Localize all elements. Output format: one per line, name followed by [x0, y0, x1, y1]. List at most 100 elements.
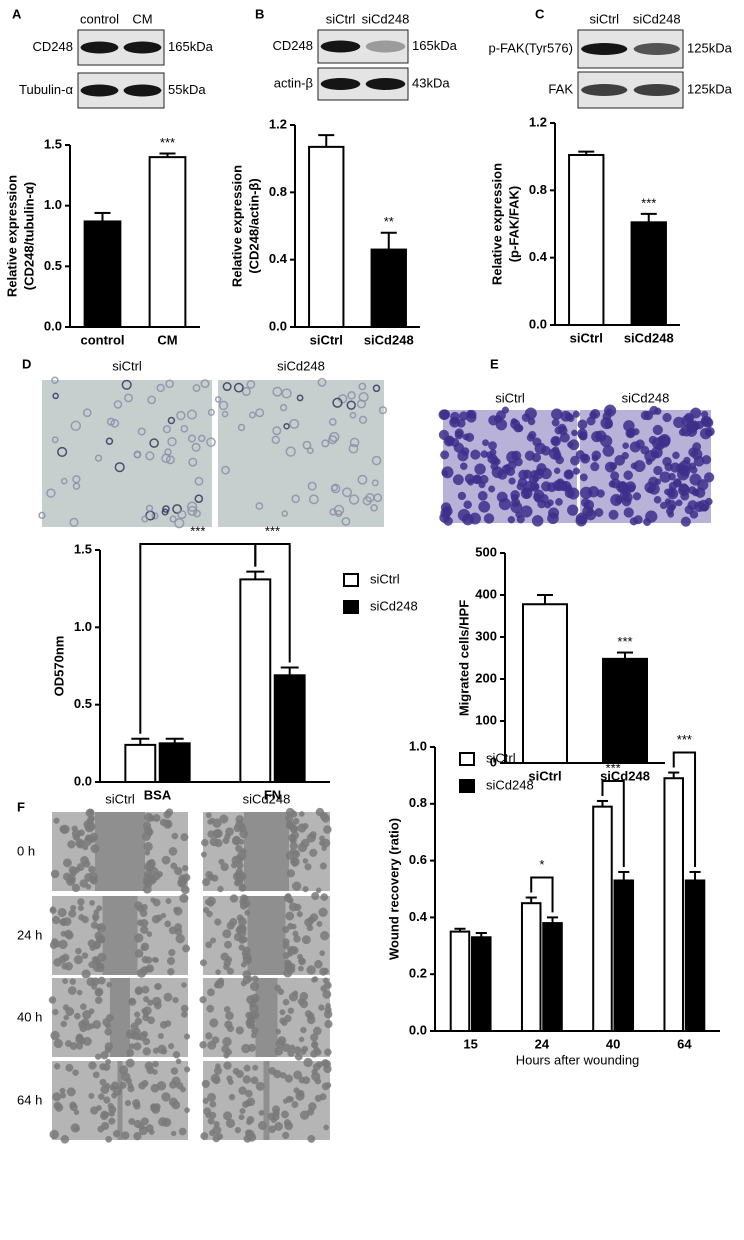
cell — [328, 435, 338, 445]
cell — [57, 446, 68, 457]
cell — [87, 808, 95, 816]
cell — [88, 1061, 97, 1070]
cell — [533, 489, 545, 501]
cell — [288, 992, 299, 1002]
x-tick-label: siCtrl — [528, 768, 561, 783]
cell — [551, 418, 560, 427]
cell — [178, 1127, 187, 1136]
cell — [282, 998, 290, 1006]
cell — [534, 442, 547, 455]
cell — [277, 1036, 287, 1046]
cell — [309, 848, 318, 857]
cell — [176, 410, 186, 421]
cell — [226, 1024, 235, 1033]
cell — [507, 515, 516, 524]
cell — [170, 1067, 179, 1075]
panel-letter: F — [17, 799, 25, 814]
cell — [358, 382, 367, 391]
cell — [69, 1103, 78, 1112]
cell — [67, 840, 76, 849]
cell — [285, 446, 296, 457]
cell — [282, 926, 290, 934]
cell — [472, 475, 482, 484]
cell — [90, 844, 100, 854]
cell — [205, 870, 214, 879]
bar — [684, 879, 706, 1032]
cell — [290, 825, 299, 834]
y-tick-label: 0.2 — [409, 966, 427, 981]
cell — [585, 509, 597, 521]
cell — [228, 1093, 236, 1101]
lane-label: siCtrl — [589, 11, 619, 26]
cell — [75, 947, 82, 955]
cell — [211, 1036, 220, 1044]
wound-gap — [110, 978, 130, 1057]
cell — [95, 934, 105, 944]
cell — [303, 1057, 313, 1068]
cell — [302, 1076, 311, 1085]
cell — [291, 849, 301, 859]
cell — [242, 975, 252, 985]
cell — [144, 812, 154, 823]
image-label: siCtrl — [112, 358, 142, 373]
cell — [531, 515, 544, 527]
cell — [286, 869, 295, 878]
cell — [441, 470, 449, 477]
micrograph — [438, 406, 581, 527]
cell — [470, 449, 481, 460]
cell — [158, 1117, 168, 1127]
cell — [362, 496, 372, 506]
cell — [168, 847, 178, 856]
cell — [550, 435, 561, 447]
cell — [508, 477, 516, 485]
cell — [137, 1032, 147, 1041]
cell — [285, 911, 295, 921]
cell — [462, 513, 474, 526]
cell — [537, 499, 547, 509]
legend-label: siCd248 — [486, 777, 534, 792]
cell — [223, 959, 231, 968]
cell — [632, 428, 640, 436]
y-axis-label: Relative expression — [4, 175, 19, 297]
cell — [61, 953, 70, 962]
cell — [165, 898, 172, 904]
cell — [633, 515, 643, 525]
cell — [213, 1066, 223, 1075]
cell — [66, 874, 76, 884]
cell — [272, 1069, 282, 1079]
y-tick-label: 0.0 — [529, 316, 547, 331]
cell — [151, 956, 158, 963]
cell — [62, 858, 72, 868]
y-tick-label: 500 — [475, 544, 497, 559]
blot-band — [123, 84, 162, 97]
cell — [161, 855, 171, 865]
cell — [90, 1106, 99, 1115]
y-tick-label: 0.4 — [269, 251, 288, 266]
significance: * — [539, 857, 544, 872]
cell — [317, 377, 327, 387]
cell — [572, 410, 580, 418]
cell — [209, 1111, 217, 1120]
cell — [188, 457, 198, 467]
cell — [467, 409, 477, 420]
cell — [564, 488, 575, 499]
cell — [653, 465, 663, 476]
cell — [222, 382, 232, 392]
cell — [689, 462, 697, 470]
cell — [302, 858, 309, 864]
cell — [291, 1101, 299, 1109]
cell — [672, 478, 682, 488]
cell — [240, 848, 247, 854]
cell — [249, 1003, 259, 1013]
blot-band — [633, 43, 680, 55]
cell — [515, 511, 522, 518]
cell — [81, 952, 89, 959]
cell — [142, 1014, 150, 1022]
cell — [297, 842, 308, 853]
bar — [520, 902, 542, 1033]
cell — [583, 499, 595, 511]
panel-letter: C — [535, 6, 545, 21]
cell — [109, 1084, 116, 1091]
cell — [482, 439, 489, 447]
cell — [653, 495, 662, 504]
